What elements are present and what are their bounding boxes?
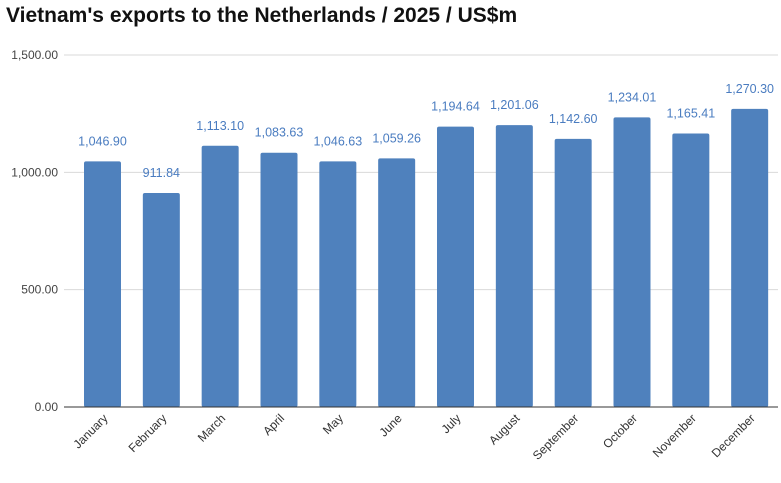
data-label-july: 1,194.64	[431, 100, 480, 114]
x-tick-label-march: March	[195, 411, 228, 444]
bar-april	[260, 152, 298, 407]
x-tick-label-october: October	[600, 411, 640, 451]
data-label-february: 911.84	[143, 166, 180, 180]
bar-june	[378, 158, 416, 407]
x-tick-label-july: July	[439, 411, 464, 436]
x-tick-label-may: May	[320, 411, 346, 437]
y-axis-ticks: 0.00 500.00 1,000.00 1,500.00	[11, 48, 58, 414]
data-label-may: 1,046.63	[313, 134, 362, 148]
bar-december	[731, 108, 769, 408]
bar-march	[201, 145, 239, 407]
x-tick-label-february: February	[126, 411, 170, 455]
x-tick-label-november: November	[650, 411, 699, 460]
bar-july	[437, 126, 474, 408]
data-label-june: 1,059.26	[372, 131, 421, 145]
x-tick-label-april: April	[260, 411, 287, 438]
bar-january	[84, 161, 121, 407]
y-tick-label: 0.00	[35, 400, 59, 414]
data-label-august: 1,201.06	[490, 98, 539, 112]
data-label-september: 1,142.60	[549, 112, 598, 126]
y-tick-label: 500.00	[21, 283, 58, 297]
y-tick-label: 1,000.00	[11, 165, 58, 179]
data-labels: 1,046.90 911.84 1,113.10 1,083.63 1,046.63 1,…	[78, 82, 774, 180]
bar-october	[613, 117, 651, 408]
x-tick-label-september: September	[530, 411, 581, 462]
x-tick-label-june: June	[376, 411, 405, 440]
x-tick-label-january: January	[71, 411, 111, 451]
x-tick-label-august: August	[486, 411, 523, 448]
data-label-november: 1,165.41	[666, 107, 715, 121]
chart-title: Vietnam's exports to the Netherlands / 2…	[6, 4, 518, 27]
x-axis-labels: January February March April May June July Augu…	[71, 411, 758, 463]
data-label-march: 1,113.10	[196, 119, 244, 133]
bar-may	[319, 161, 357, 407]
grid-lines	[64, 54, 778, 291]
data-label-april: 1,083.63	[255, 126, 304, 140]
data-label-december: 1,270.30	[725, 82, 774, 96]
bar-february	[142, 193, 180, 407]
x-tick-label-december: December	[709, 411, 758, 460]
bar-september	[554, 138, 592, 407]
bar-august	[495, 125, 533, 408]
bar-november	[672, 133, 710, 407]
bars	[84, 108, 769, 408]
data-label-january: 1,046.90	[78, 134, 127, 148]
y-tick-label: 1,500.00	[11, 48, 58, 62]
data-label-october: 1,234.01	[608, 90, 657, 104]
